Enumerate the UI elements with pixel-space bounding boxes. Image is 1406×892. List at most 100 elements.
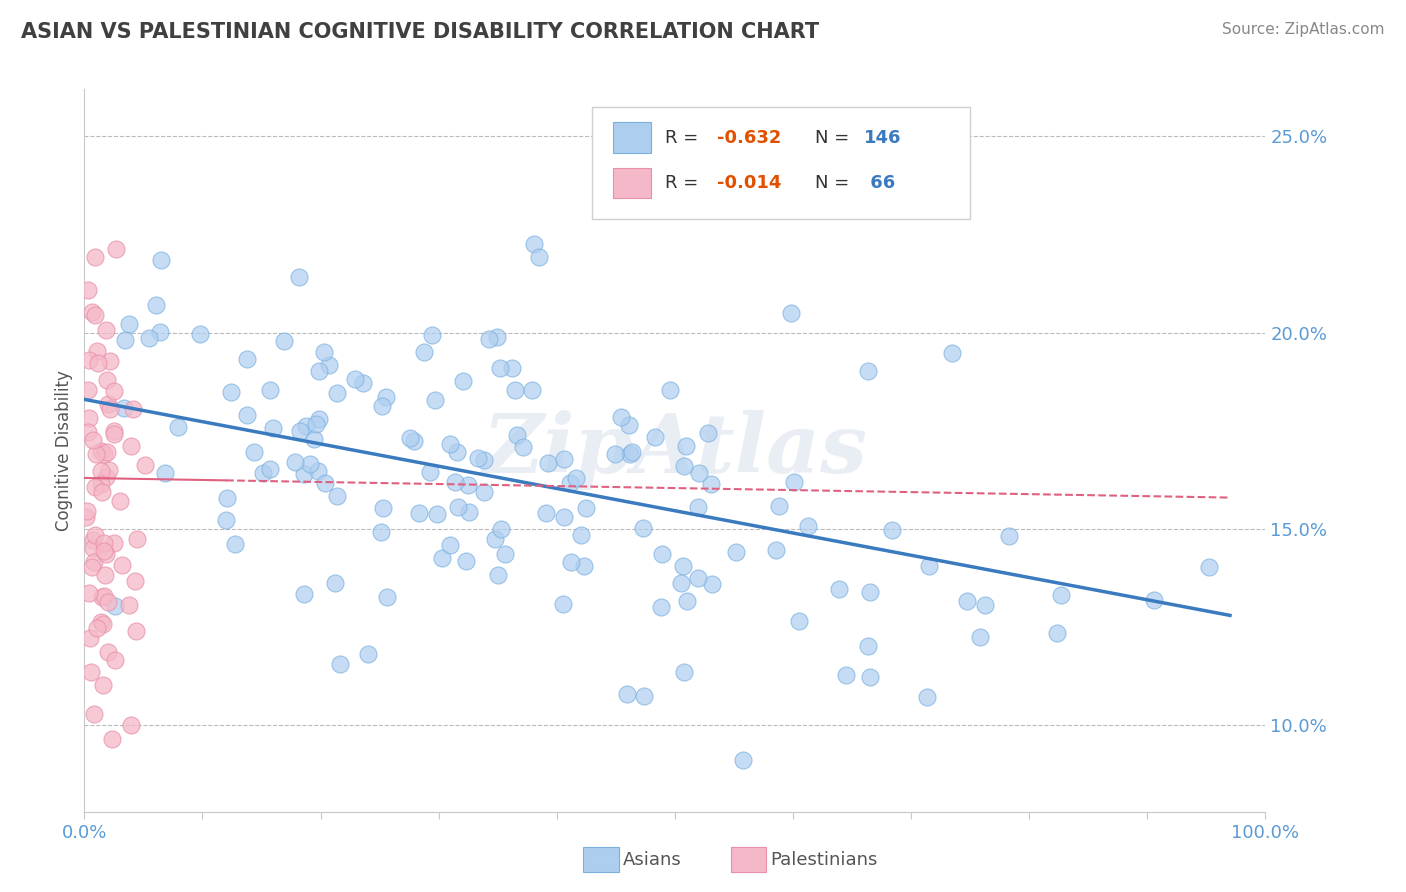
Point [145,298,167,312]
Point [118,318,141,332]
Point [478,332,501,346]
Point [90,444,112,458]
Point [439,437,461,451]
Point [307,464,329,478]
Point [82,533,104,547]
Point [650,599,672,614]
Point [76,283,98,297]
Point [84,250,107,264]
Point [82,305,104,319]
Text: R =: R = [665,174,704,192]
Point [104,653,127,667]
Point [408,507,430,521]
Point [859,584,882,599]
Point [856,363,879,377]
FancyBboxPatch shape [592,107,970,219]
Point [84,528,107,542]
Point [292,587,315,601]
Point [765,542,787,557]
Point [672,559,695,574]
Point [688,571,710,585]
Point [295,418,318,433]
Point [75,509,97,524]
Point [326,489,349,503]
Point [352,376,374,390]
Point [425,507,447,521]
Point [605,447,627,461]
Point [91,484,114,499]
Point [633,521,655,535]
Point [111,558,134,572]
Point [420,327,443,342]
Text: Asians: Asians [623,851,682,869]
Text: R =: R = [665,128,704,146]
Point [76,503,98,517]
Point [103,424,125,438]
Point [82,541,104,555]
Point [619,447,641,461]
Point [467,450,489,465]
Point [104,599,127,613]
Point [956,594,979,608]
Point [731,753,754,767]
Point [125,624,148,638]
Point [114,333,136,347]
Point [1143,592,1166,607]
Point [1046,626,1069,640]
Point [501,360,523,375]
Point [835,667,858,681]
FancyBboxPatch shape [613,122,651,153]
Point [259,462,281,476]
Point [288,425,311,439]
Point [77,352,100,367]
Text: 146: 146 [863,128,901,146]
Text: N =: N = [815,174,855,192]
Point [120,439,142,453]
Point [451,374,474,388]
Point [86,621,108,635]
Point [79,411,101,425]
Point [551,597,574,611]
Point [375,390,398,404]
Point [98,463,121,477]
Point [941,345,963,359]
Point [1049,588,1071,602]
Point [314,476,336,491]
Point [97,595,120,609]
Point [439,538,461,552]
Point [571,528,593,542]
FancyBboxPatch shape [613,168,651,198]
Point [529,250,551,264]
Point [83,555,105,569]
Point [644,430,666,444]
Point [880,523,903,537]
Point [124,574,146,588]
Point [273,334,295,349]
Point [308,364,330,378]
Point [856,639,879,653]
Point [486,567,509,582]
Point [783,475,806,490]
Point [370,524,392,539]
Point [472,485,495,500]
Point [489,522,512,536]
Point [675,439,697,453]
Point [973,598,995,612]
Point [828,582,851,596]
Point [575,500,598,515]
Point [91,678,114,692]
Point [93,536,115,550]
Point [325,385,347,400]
Point [112,401,135,415]
Point [357,647,380,661]
Point [651,547,673,561]
Point [787,614,810,628]
Point [918,558,941,573]
Point [262,421,284,435]
Point [76,425,98,440]
Point [166,420,188,434]
Point [489,361,512,376]
Point [103,384,125,399]
Point [259,383,281,397]
Point [506,428,529,442]
